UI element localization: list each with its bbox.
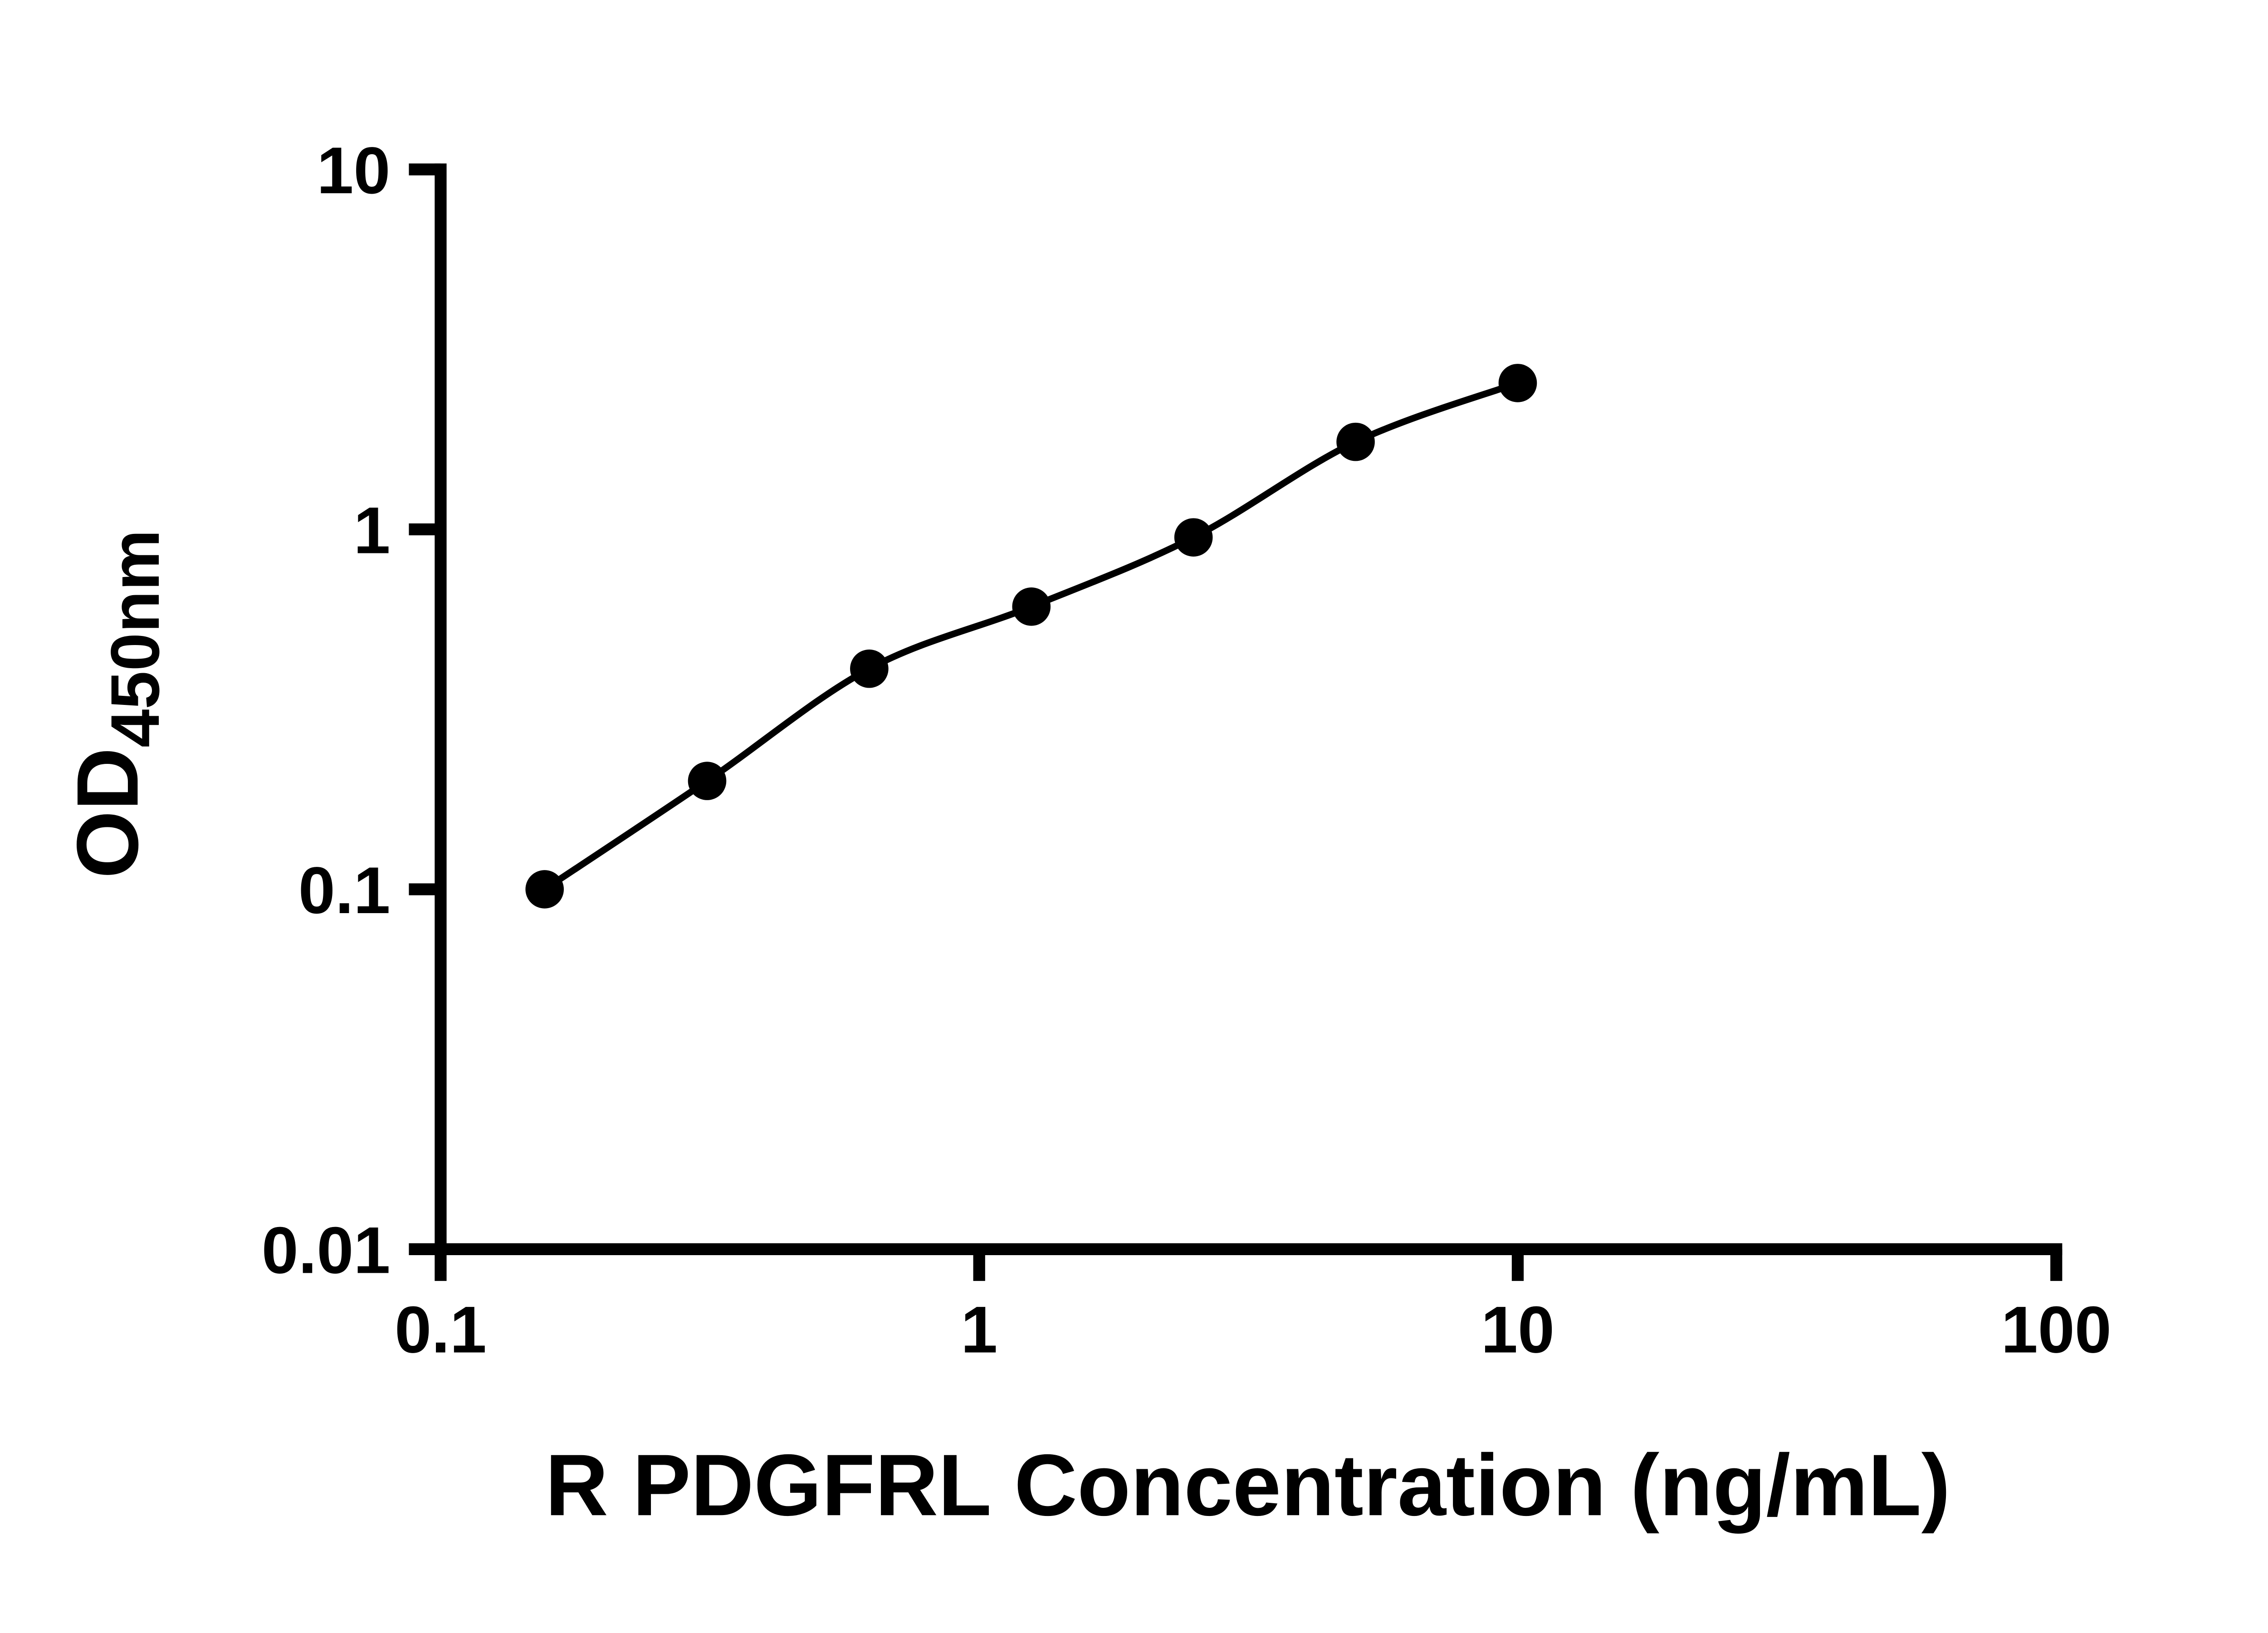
axis-ticks: [409, 163, 2063, 1281]
data-series: [525, 364, 1537, 909]
x-axis-tick-label: 100: [2001, 1292, 2112, 1366]
y-axis-tick-label: 1: [353, 493, 390, 567]
data-point-marker: [525, 870, 564, 909]
data-point-marker: [1498, 364, 1537, 402]
y-axis-tick-label: 0.01: [262, 1213, 391, 1287]
y-axis-title-main: OD: [59, 748, 156, 879]
x-axis-tick-label: 1: [961, 1292, 997, 1366]
data-point-marker: [850, 649, 889, 688]
axes: [435, 163, 2063, 1256]
x-axis-title: R PDGFRL Concentration (ng/mL): [545, 1436, 1950, 1534]
y-axis-title: OD450nm: [59, 529, 174, 878]
x-axis-tick-label: 0.1: [395, 1292, 487, 1366]
fit-curve-line: [543, 380, 1519, 892]
data-point-marker: [1174, 518, 1213, 557]
y-axis-tick-label: 0.1: [298, 853, 391, 927]
y-axis-title-subscript: 450nm: [97, 529, 174, 748]
data-point-marker: [1336, 422, 1375, 461]
data-point-marker: [1012, 587, 1051, 626]
y-axis-tick-label: 10: [317, 133, 390, 207]
data-point-marker: [688, 762, 727, 800]
x-axis-tick-label: 10: [1481, 1292, 1554, 1366]
